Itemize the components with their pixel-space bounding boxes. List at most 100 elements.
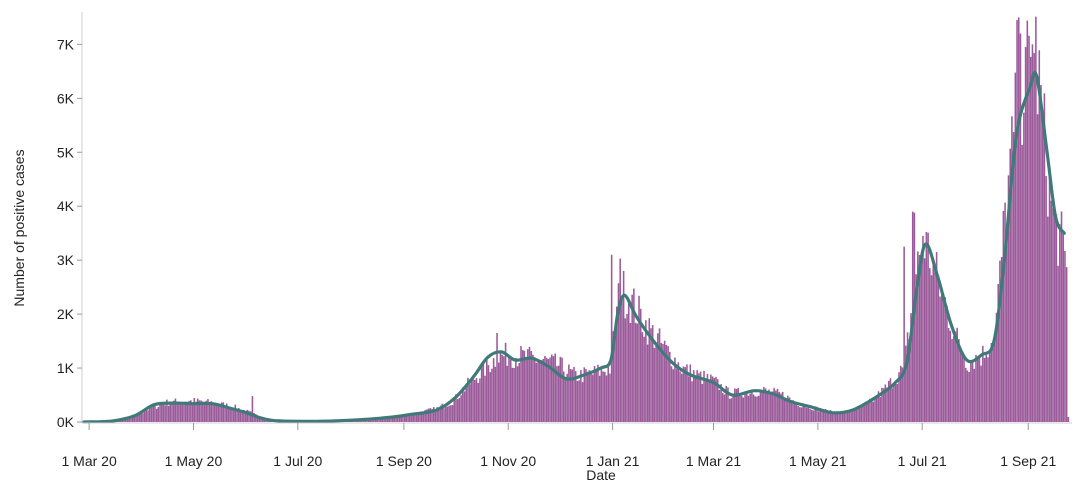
daily-case-bar [188,400,190,422]
daily-case-bar [1000,257,1003,422]
daily-case-bar [680,373,683,422]
daily-case-bar [930,275,933,422]
daily-case-bar [636,323,639,422]
daily-case-bar [795,402,798,422]
daily-case-bar [732,396,734,422]
daily-case-bar [573,366,575,422]
x-tick-label: 1 May 20 [165,453,223,469]
daily-case-bar [496,332,498,422]
daily-case-bar [504,342,507,422]
daily-case-bar [203,401,206,422]
daily-case-bar [378,417,380,422]
daily-case-bar [533,357,536,422]
daily-case-bar [422,413,425,422]
y-tick-label: 7K [57,36,75,52]
daily-case-bar [857,406,859,422]
daily-case-bar [805,407,808,422]
daily-case-bar [489,372,491,422]
daily-case-bar [540,360,543,422]
y-tick-labels: 0K 1K 2K 3K 4K 5K 6K 7K [57,36,82,430]
daily-case-bar [604,371,606,422]
daily-case-bar [237,407,240,422]
daily-case-bar [840,411,842,422]
daily-case-bar [615,306,618,422]
daily-case-bar [858,406,861,422]
daily-case-bar [186,402,189,422]
daily-case-bar [983,357,986,422]
daily-case-bar [631,294,633,422]
daily-case-bar [475,378,478,422]
daily-case-bar [751,391,753,422]
daily-case-bar [549,357,551,422]
daily-case-bar [891,388,893,422]
daily-case-bar [1014,72,1017,423]
daily-case-bar [532,354,534,422]
daily-case-bar [1057,265,1059,422]
daily-case-bar [752,394,755,422]
daily-case-bar [783,399,786,422]
daily-case-bar [1040,85,1042,422]
daily-case-bar [836,414,839,422]
daily-case-bar [800,407,803,422]
daily-case-bar [781,391,784,422]
daily-case-bar [875,398,878,422]
daily-case-bar [959,350,962,422]
daily-case-bar [1045,176,1047,422]
daily-case-bar [898,372,900,422]
daily-case-bar [610,254,613,422]
daily-case-bar [749,393,751,422]
daily-case-bar [1055,214,1058,422]
daily-case-bar [804,406,806,422]
daily-case-bar [535,362,538,422]
daily-case-bar [545,357,548,422]
daily-case-bar [506,365,509,422]
daily-case-bar [761,391,763,422]
daily-case-bar [689,364,692,422]
daily-case-bar [215,404,218,422]
daily-case-bar [407,415,409,422]
daily-case-bar [234,404,237,422]
daily-case-bar [780,393,782,422]
daily-case-bar [744,392,746,422]
daily-case-bar [1007,175,1010,422]
daily-case-bar [915,274,917,422]
daily-case-bar [754,396,757,422]
daily-case-bar [742,397,745,422]
daily-case-bar [588,370,591,422]
daily-case-bar [410,414,413,422]
daily-case-bar [415,413,418,422]
daily-case-bar [663,340,666,422]
daily-case-bar [150,407,153,422]
daily-case-bar [942,294,945,422]
daily-case-bar [403,415,406,422]
daily-case-bar [966,370,969,422]
daily-case-bar [135,415,137,422]
daily-case-bar [896,384,899,422]
daily-case-bar [691,381,693,422]
daily-case-bar [665,344,668,422]
daily-case-bar [501,354,503,422]
daily-case-bar [669,351,671,422]
daily-case-bar [799,407,801,422]
daily-case-bar [821,410,823,422]
daily-case-bar [686,364,688,422]
daily-case-bar [701,384,704,422]
daily-case-bar [432,407,435,422]
daily-case-bar [515,357,517,422]
daily-case-bar [922,235,924,422]
daily-case-bar [715,376,717,422]
daily-case-bar [472,375,474,422]
daily-case-bar [679,371,681,422]
daily-case-bar [420,412,423,422]
daily-case-bar [612,331,615,422]
daily-case-bar [785,401,787,422]
daily-case-bar [619,258,621,422]
daily-case-bar [994,332,996,422]
daily-case-bar [222,402,225,422]
daily-case-bar [244,412,247,422]
daily-case-bar [864,402,866,422]
daily-case-bar [846,410,849,422]
daily-case-bar [128,417,131,422]
daily-case-bar [439,405,442,422]
x-tick-label: 1 Jul 20 [273,453,322,469]
